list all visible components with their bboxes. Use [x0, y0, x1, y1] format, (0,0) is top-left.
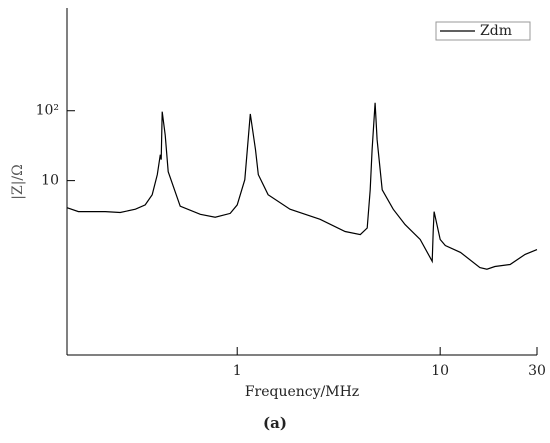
legend-box [435, 21, 531, 41]
x-tick-label: 10 [431, 363, 449, 379]
x-tick-label: 30 [528, 363, 546, 379]
y-axis-label: |Z|/Ω [10, 164, 26, 200]
x-axis-label: Frequency/MHz [245, 384, 359, 400]
series-line [66, 102, 538, 270]
y-tick-label: 10² [36, 103, 59, 119]
legend-label: Zdm [480, 23, 512, 39]
y-tick-label: 10 [41, 173, 59, 189]
x-tick-label: 1 [233, 363, 242, 379]
caption: (a) [263, 414, 287, 432]
